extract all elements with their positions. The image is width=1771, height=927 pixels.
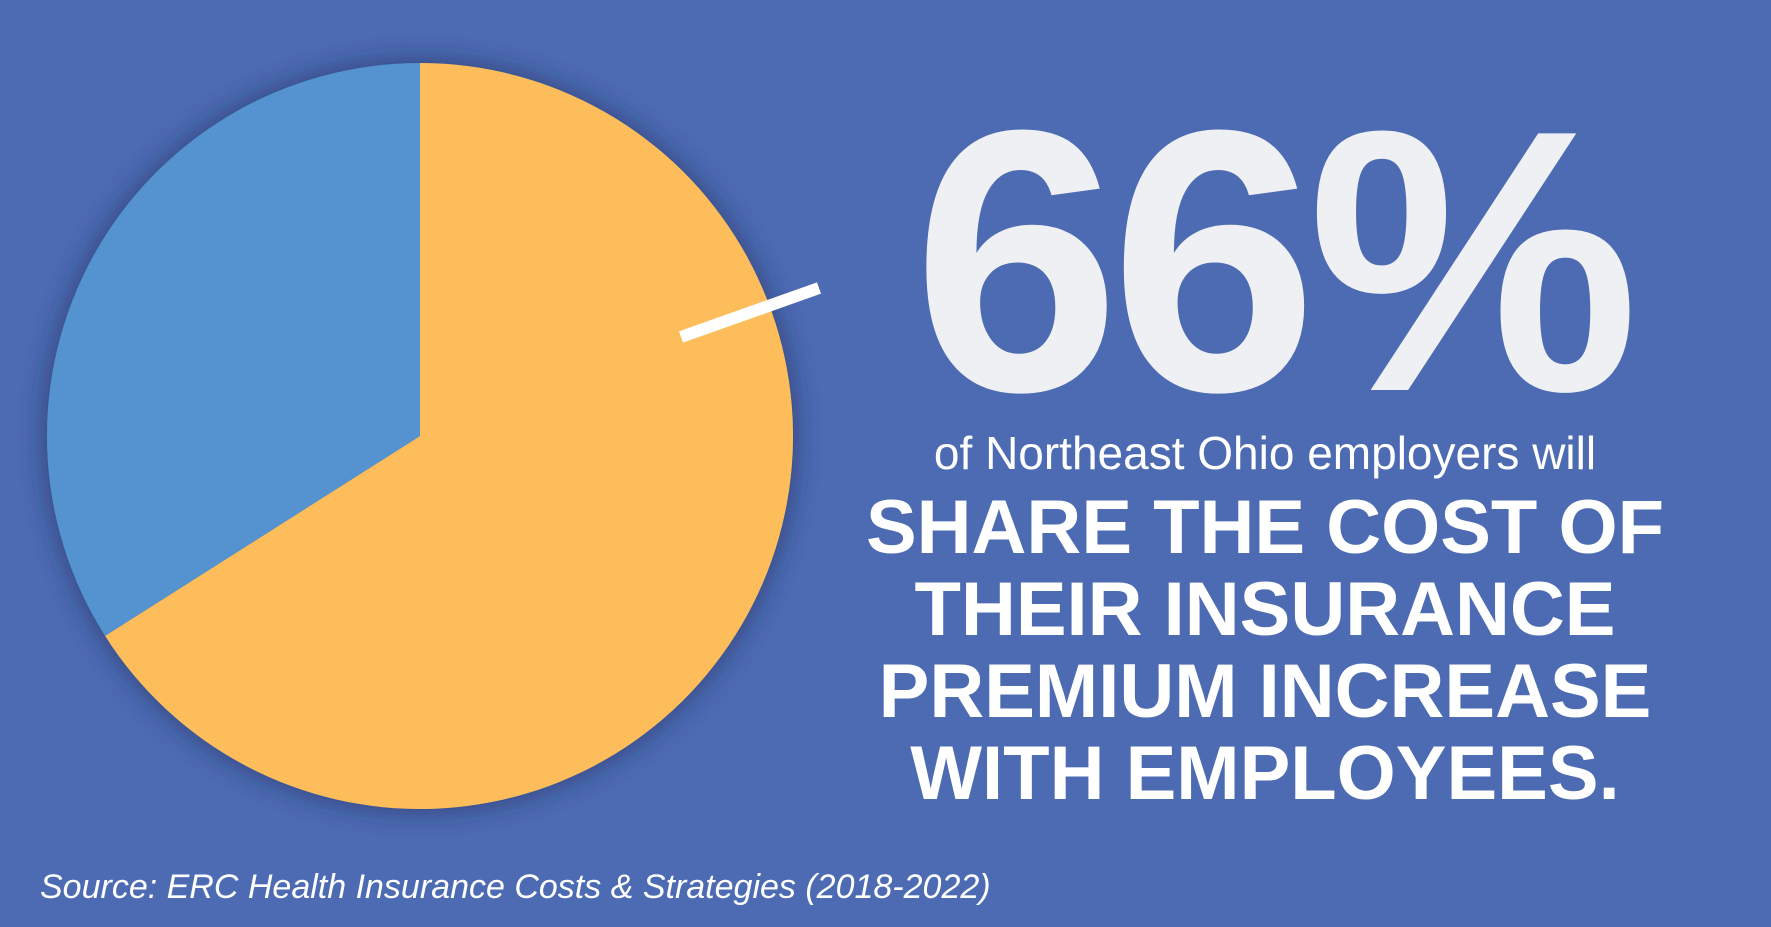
pie-slice xyxy=(105,63,794,810)
value-label: 66% xyxy=(913,53,1634,470)
headline-line: WITH EMPLOYEES. xyxy=(910,731,1619,816)
headline-line: THEIR INSURANCE xyxy=(915,567,1616,652)
pie-slice xyxy=(47,63,420,636)
headline-line: SHARE THE COST OF xyxy=(866,485,1664,570)
pie xyxy=(47,63,794,810)
source: Source: ERC Health Insurance Costs & Str… xyxy=(40,868,991,906)
headline-line: PREMIUM INCREASE xyxy=(879,649,1652,734)
leader-line xyxy=(678,282,822,343)
subtitle: of Northeast Ohio employers will xyxy=(934,427,1596,479)
